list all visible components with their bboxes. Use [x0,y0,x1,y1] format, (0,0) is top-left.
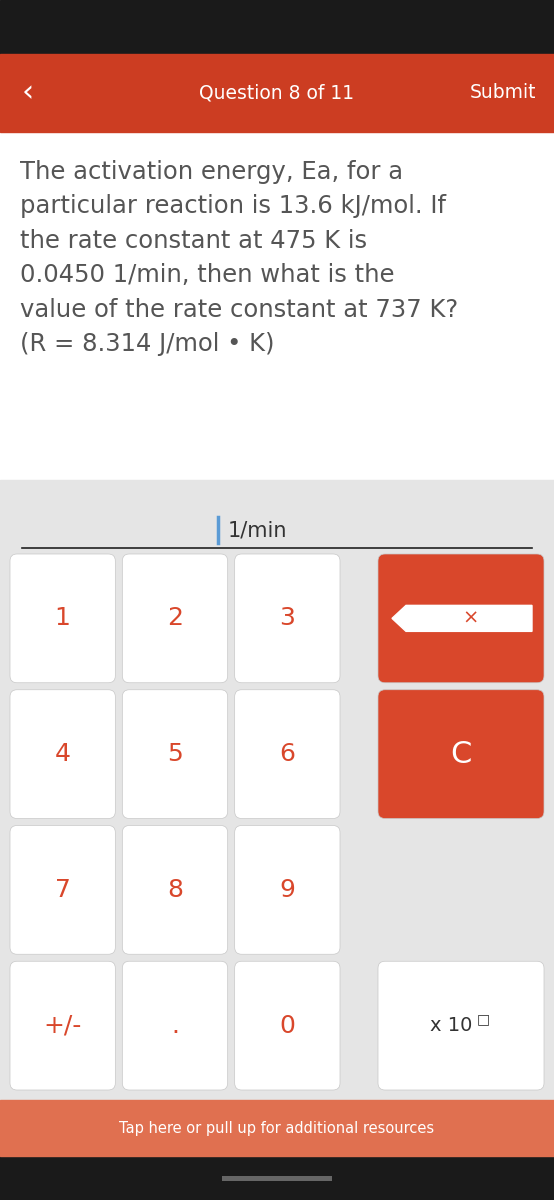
Text: 9: 9 [279,878,295,902]
Text: Tap here or pull up for additional resources: Tap here or pull up for additional resou… [120,1121,434,1135]
Text: x 10: x 10 [430,1016,472,1036]
Text: 4: 4 [55,742,71,766]
Text: The activation energy, Ea, for a
particular reaction is 13.6 kJ/mol. If
the rate: The activation energy, Ea, for a particu… [20,160,458,356]
FancyBboxPatch shape [10,826,115,954]
Text: .: . [171,1014,179,1038]
Bar [0,1156,554,1200]
Text: 2: 2 [167,606,183,630]
FancyBboxPatch shape [235,554,340,683]
Bar [0,132,554,480]
FancyBboxPatch shape [235,961,340,1090]
Text: 0: 0 [279,1014,295,1038]
FancyBboxPatch shape [378,961,544,1090]
Text: 5: 5 [167,742,183,766]
Polygon shape [392,605,532,631]
FancyBboxPatch shape [235,826,340,954]
FancyBboxPatch shape [122,961,228,1090]
Bar [0,1100,554,1156]
FancyBboxPatch shape [378,690,544,818]
Text: 1/min: 1/min [228,520,288,540]
Text: Question 8 of 11: Question 8 of 11 [199,84,355,102]
Text: 3: 3 [279,606,295,630]
FancyBboxPatch shape [122,690,228,818]
FancyBboxPatch shape [235,690,340,818]
FancyBboxPatch shape [122,554,228,683]
FancyBboxPatch shape [10,961,115,1090]
Text: C: C [450,739,471,769]
Text: □: □ [476,1013,490,1027]
Bar [0,54,554,132]
FancyBboxPatch shape [10,690,115,818]
Text: Submit: Submit [469,84,536,102]
FancyBboxPatch shape [10,554,115,683]
Text: +/-: +/- [43,1014,82,1038]
Text: ‹: ‹ [22,78,34,108]
Text: 6: 6 [279,742,295,766]
FancyBboxPatch shape [378,554,544,683]
Text: ×: × [463,608,479,628]
Text: 7: 7 [55,878,70,902]
Bar [0,0,554,54]
Text: 1: 1 [55,606,70,630]
Bar [0,480,554,1100]
Bar [222,1176,332,1181]
Text: 8: 8 [167,878,183,902]
FancyBboxPatch shape [122,826,228,954]
